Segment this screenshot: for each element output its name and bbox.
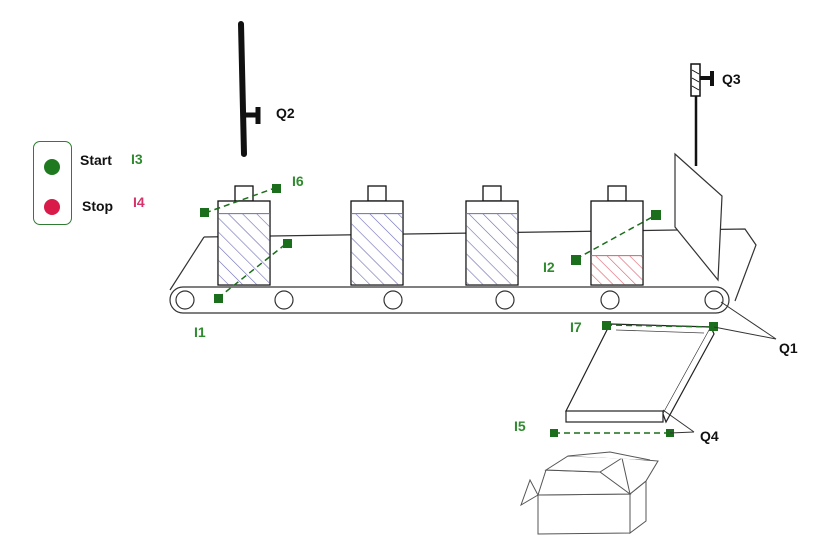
sensor-i1-a bbox=[214, 294, 223, 303]
bottle-liquid bbox=[351, 213, 403, 285]
start-label: Start bbox=[80, 152, 112, 168]
bottle-3 bbox=[465, 185, 519, 286]
bottles bbox=[217, 185, 644, 286]
bottle-4 bbox=[590, 185, 644, 286]
roller bbox=[175, 290, 195, 310]
control-panel bbox=[33, 141, 72, 225]
label-i6: I6 bbox=[292, 173, 304, 189]
sensor-i7-a bbox=[602, 321, 611, 330]
roller bbox=[704, 290, 724, 310]
leader-lines bbox=[662, 301, 777, 434]
reject-chute bbox=[565, 323, 715, 424]
label-q1: Q1 bbox=[779, 340, 798, 356]
sensor-i6-a bbox=[200, 208, 209, 217]
filling-nozzle bbox=[238, 21, 261, 157]
label-i5: I5 bbox=[514, 418, 526, 434]
bottle-2 bbox=[350, 185, 404, 286]
collection-box bbox=[520, 451, 659, 535]
stop-button[interactable] bbox=[44, 199, 60, 215]
label-q3: Q3 bbox=[722, 71, 741, 87]
bottle-neck bbox=[607, 185, 627, 202]
bottle-liquid bbox=[591, 255, 643, 285]
start-button[interactable] bbox=[44, 159, 60, 175]
roller bbox=[600, 290, 620, 310]
label-q2: Q2 bbox=[276, 105, 295, 121]
bottle-1 bbox=[217, 185, 271, 286]
bottle-neck bbox=[482, 185, 502, 202]
sensor-i2-a bbox=[571, 255, 581, 265]
sensor-i5-a bbox=[550, 429, 558, 437]
sensor-i7-b bbox=[709, 322, 718, 331]
roller bbox=[495, 290, 515, 310]
bottle-neck bbox=[367, 185, 387, 202]
sensor-i1-b bbox=[283, 239, 292, 248]
stop-input-label: I4 bbox=[133, 194, 145, 210]
stop-label: Stop bbox=[82, 198, 114, 214]
sensor-i2-b bbox=[651, 210, 661, 220]
label-i2: I2 bbox=[543, 259, 555, 275]
start-input-label: I3 bbox=[131, 151, 143, 167]
label-q4: Q4 bbox=[700, 428, 719, 444]
label-i7: I7 bbox=[570, 319, 582, 335]
roller bbox=[383, 290, 403, 310]
label-i1: I1 bbox=[194, 324, 206, 340]
diverter-gate bbox=[674, 63, 723, 282]
bottle-liquid bbox=[218, 213, 270, 285]
roller bbox=[274, 290, 294, 310]
sensor-i6-b bbox=[272, 184, 281, 193]
bottle-liquid bbox=[466, 213, 518, 285]
